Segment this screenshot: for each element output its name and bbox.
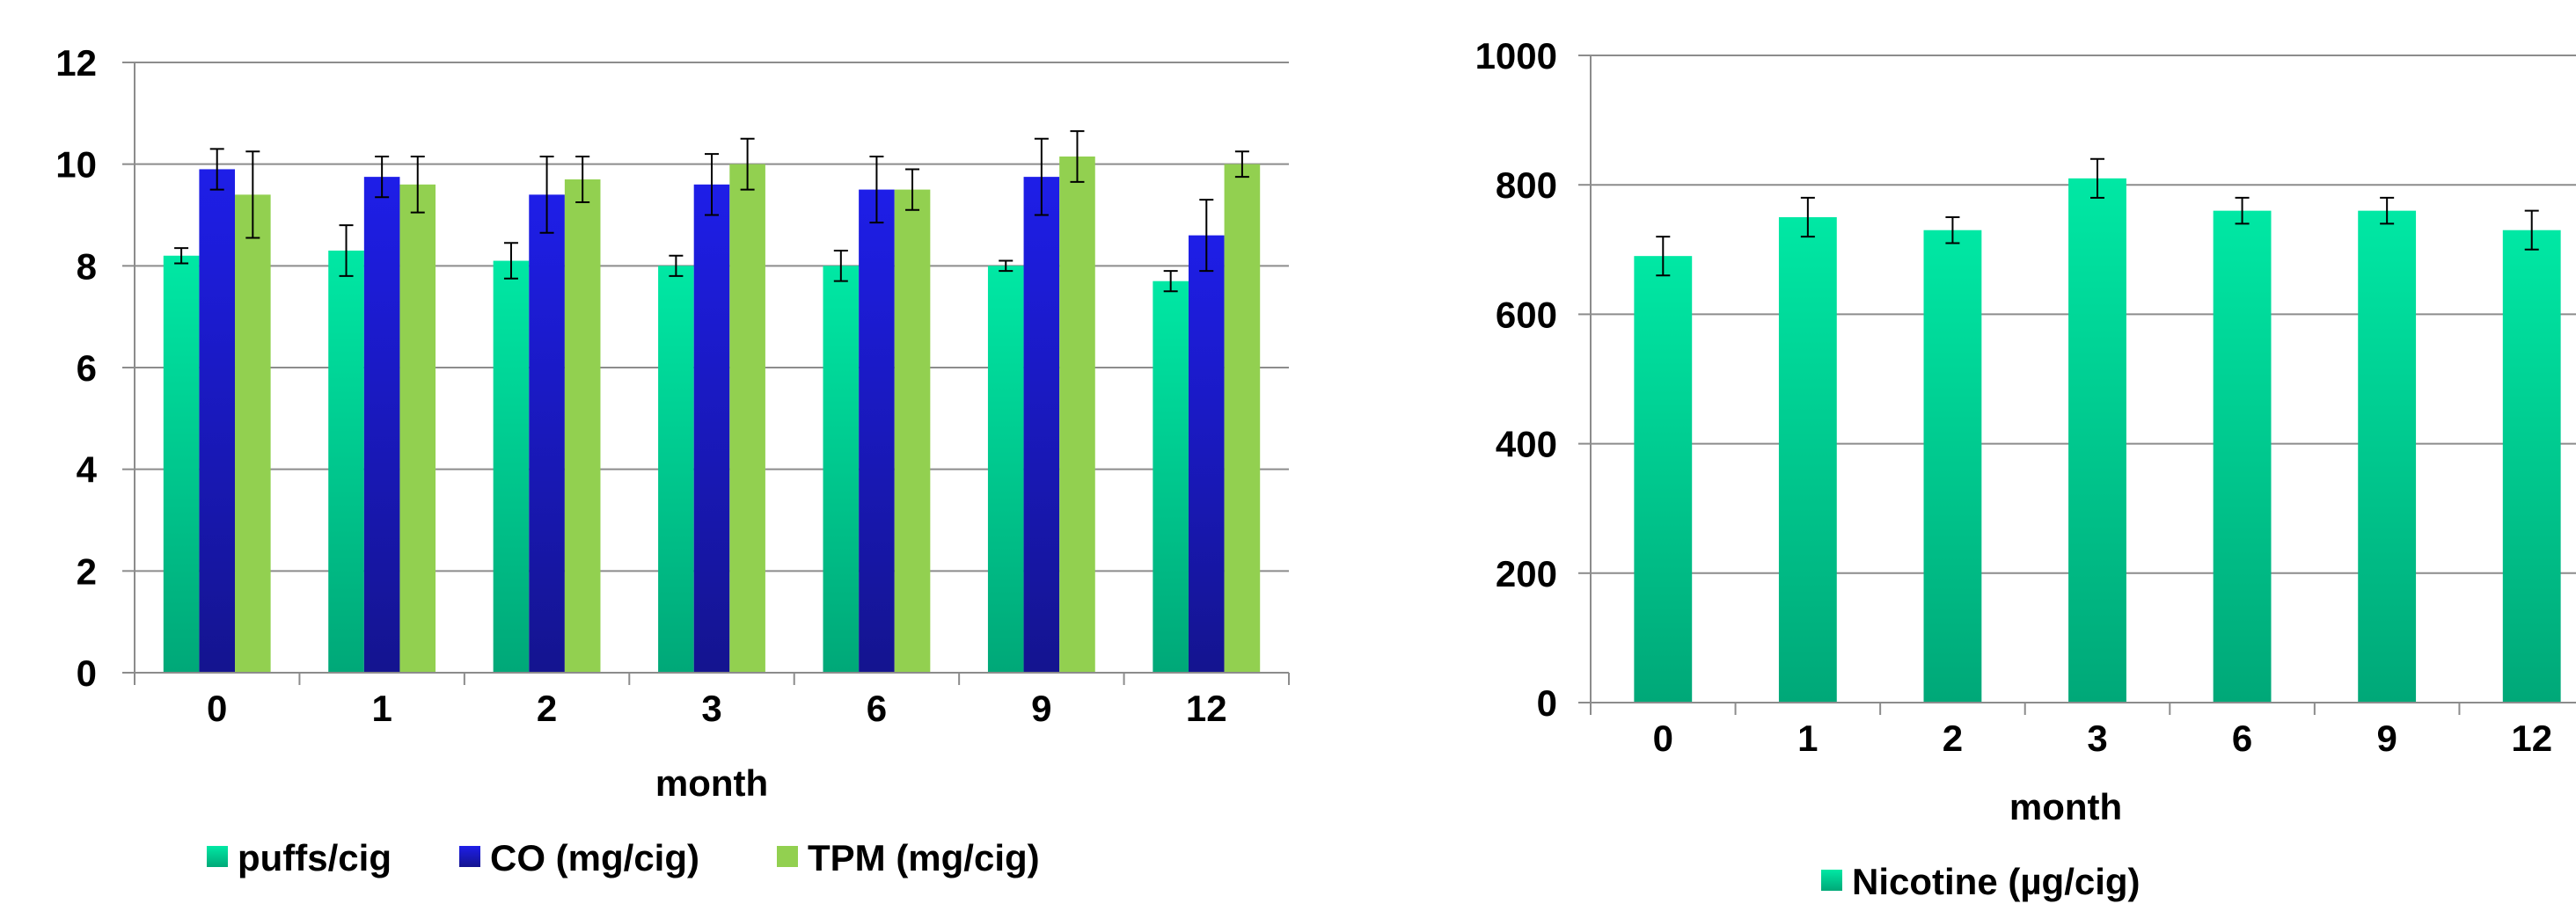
- bar: [658, 266, 694, 673]
- x-tick-label: 12: [1186, 688, 1227, 729]
- y-tick-label: 600: [1496, 294, 1557, 335]
- legend-label: CO (mg/cig): [490, 837, 699, 878]
- bar: [1188, 235, 1225, 673]
- y-tick-label: 200: [1496, 553, 1557, 594]
- bar: [1023, 177, 1060, 673]
- x-tick-label: 1: [371, 688, 392, 729]
- legend-label: TPM (mg/cig): [808, 837, 1040, 878]
- bar: [729, 164, 765, 673]
- y-tick-label: 2: [77, 550, 97, 592]
- y-tick-label: 8: [77, 245, 97, 287]
- x-axis-title: month: [655, 762, 768, 804]
- x-tick-label: 6: [2232, 718, 2252, 759]
- bar: [1153, 281, 1189, 673]
- bar: [1059, 156, 1095, 673]
- x-tick-label: 2: [537, 688, 557, 729]
- x-tick-label: 9: [1031, 688, 1051, 729]
- legend-swatch: [207, 846, 228, 867]
- x-tick-label: 0: [207, 688, 227, 729]
- legend-label: Nicotine (µg/cig): [1852, 861, 2141, 902]
- bar: [1224, 164, 1261, 673]
- bar: [1634, 256, 1693, 703]
- legend-swatch: [459, 846, 480, 867]
- y-tick-label: 4: [77, 449, 98, 491]
- x-tick-label: 3: [701, 688, 721, 729]
- y-tick-label: 800: [1496, 164, 1557, 206]
- y-tick-label: 0: [1537, 682, 1557, 724]
- y-tick-label: 1000: [1475, 35, 1557, 77]
- bar: [199, 169, 236, 673]
- bar: [2358, 210, 2417, 703]
- x-tick-label: 12: [2511, 718, 2552, 759]
- x-tick-label: 1: [1797, 718, 1818, 759]
- y-tick-label: 10: [55, 144, 97, 186]
- bar: [1923, 230, 1982, 703]
- legend-swatch: [1821, 870, 1842, 891]
- bar: [859, 189, 895, 674]
- x-tick-label: 0: [1653, 718, 1673, 759]
- legend-label: puffs/cig: [238, 837, 392, 878]
- bar: [163, 255, 200, 673]
- bar: [328, 250, 364, 673]
- bar: [2068, 178, 2126, 703]
- bar: [235, 194, 271, 673]
- bar: [2213, 210, 2272, 703]
- bar: [363, 177, 400, 673]
- bar: [493, 260, 530, 673]
- y-tick-label: 400: [1496, 424, 1557, 465]
- x-tick-label: 2: [1943, 718, 1963, 759]
- bar: [2502, 230, 2561, 703]
- bar: [894, 189, 931, 674]
- y-tick-label: 6: [77, 347, 97, 389]
- bar: [529, 194, 565, 673]
- bar: [564, 179, 601, 673]
- x-tick-label: 6: [867, 688, 887, 729]
- bar: [399, 184, 436, 674]
- x-tick-label: 9: [2376, 718, 2397, 759]
- bar: [987, 266, 1024, 673]
- x-axis-title: month: [2009, 786, 2122, 827]
- bar: [1778, 217, 1837, 703]
- bar: [693, 184, 730, 674]
- x-tick-label: 3: [2087, 718, 2107, 759]
- bar: [823, 266, 860, 673]
- legend-swatch: [777, 846, 798, 867]
- y-tick-label: 12: [55, 42, 97, 84]
- y-tick-label: 0: [77, 652, 97, 694]
